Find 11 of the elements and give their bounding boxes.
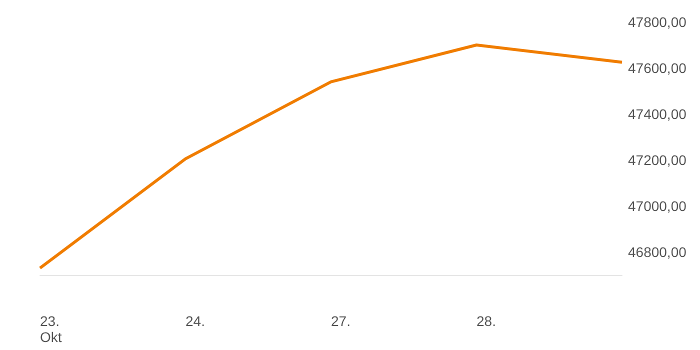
x-tick-label: 24. (186, 313, 205, 329)
y-tick-label: 47400,00 (628, 106, 687, 122)
x-tick-label: 23. Okt (40, 313, 62, 345)
y-tick-label: 47800,00 (628, 14, 687, 30)
x-tick-label: 27. (331, 313, 350, 329)
y-tick-label: 47000,00 (628, 198, 687, 214)
y-tick-label: 47600,00 (628, 60, 687, 76)
y-tick-label: 46800,00 (628, 244, 687, 260)
line-series (38, 44, 624, 270)
y-tick-label: 47200,00 (628, 152, 687, 168)
x-tick-label: 28. (476, 313, 496, 329)
